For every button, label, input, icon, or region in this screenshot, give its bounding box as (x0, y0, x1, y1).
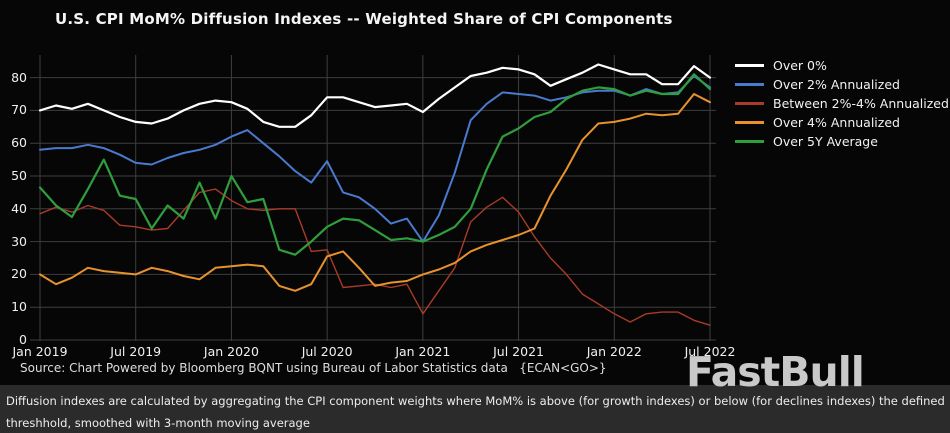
y-tick-label-60: 60 (11, 135, 27, 151)
y-tick-label-0: 0 (19, 332, 27, 347)
x-tick-label-jan-2020: Jan 2020 (203, 344, 259, 359)
y-tick-label-30: 30 (11, 233, 27, 249)
legend-item-over-2-annualized: Over 2% Annualized (735, 75, 949, 94)
legend-item-over-5y-average: Over 5Y Average (735, 132, 949, 151)
y-tick-label-50: 50 (11, 168, 27, 183)
y-tick-label-40: 40 (11, 200, 27, 216)
y-tick-label-10: 10 (11, 299, 27, 315)
x-tick-label-jul-2021: Jul 2021 (493, 344, 544, 359)
caption-text-line2: threshhold, smoothed with 3-month moving… (6, 416, 310, 430)
y-tick-label-80: 80 (11, 69, 27, 85)
legend: Over 0% Over 2% Annualized Between 2%-4% A… (735, 56, 949, 151)
series-line-over-5y-average (38, 73, 712, 256)
legend-swatch (735, 121, 764, 124)
legend-label: Over 4% Annualized (773, 115, 900, 130)
legend-item-over-4-annualized: Over 4% Annualized (735, 113, 949, 132)
legend-item-between-2-4-annualized: Between 2%-4% Annualized (735, 94, 949, 113)
x-tick-label-jul-2020: Jul 2020 (301, 344, 353, 359)
legend-label: Between 2%-4% Annualized (773, 96, 949, 111)
legend-label: Over 2% Annualized (773, 77, 900, 92)
x-tick-label-jan-2021: Jan 2021 (395, 344, 451, 359)
y-tick-label-70: 70 (11, 102, 27, 118)
series-line-between-2-4-annualized (39, 188, 711, 326)
source-attribution: Source: Chart Powered by Bloomberg BQNT … (20, 361, 607, 375)
x-tick-label-jan-2022: Jan 2022 (586, 344, 642, 359)
x-tick-label-jan-2019: Jan 2019 (12, 344, 68, 359)
legend-swatch (735, 140, 764, 143)
legend-swatch (735, 64, 764, 67)
x-tick-label-jul-2022: Jul 2022 (684, 344, 736, 359)
caption-text-line1: Diffusion indexes are calculated by aggr… (6, 394, 945, 408)
legend-item-over-0-: Over 0% (735, 56, 949, 75)
y-tick-label-20: 20 (11, 266, 27, 282)
series-line-over-4-annualized (39, 93, 711, 292)
chart-title: U.S. CPI MoM% Diffusion Indexes -- Weigh… (55, 10, 673, 28)
legend-swatch (735, 83, 764, 86)
legend-swatch (735, 102, 764, 105)
legend-label: Over 0% (773, 58, 827, 73)
caption-bar: Diffusion indexes are calculated by aggr… (0, 385, 950, 433)
x-tick-label-jul-2019: Jul 2019 (110, 344, 162, 359)
fastbull-watermark: FastBull (686, 348, 865, 396)
legend-label: Over 5Y Average (773, 134, 878, 149)
series-line-over-0- (38, 63, 712, 128)
series-line-over-2-annualized (39, 75, 711, 243)
